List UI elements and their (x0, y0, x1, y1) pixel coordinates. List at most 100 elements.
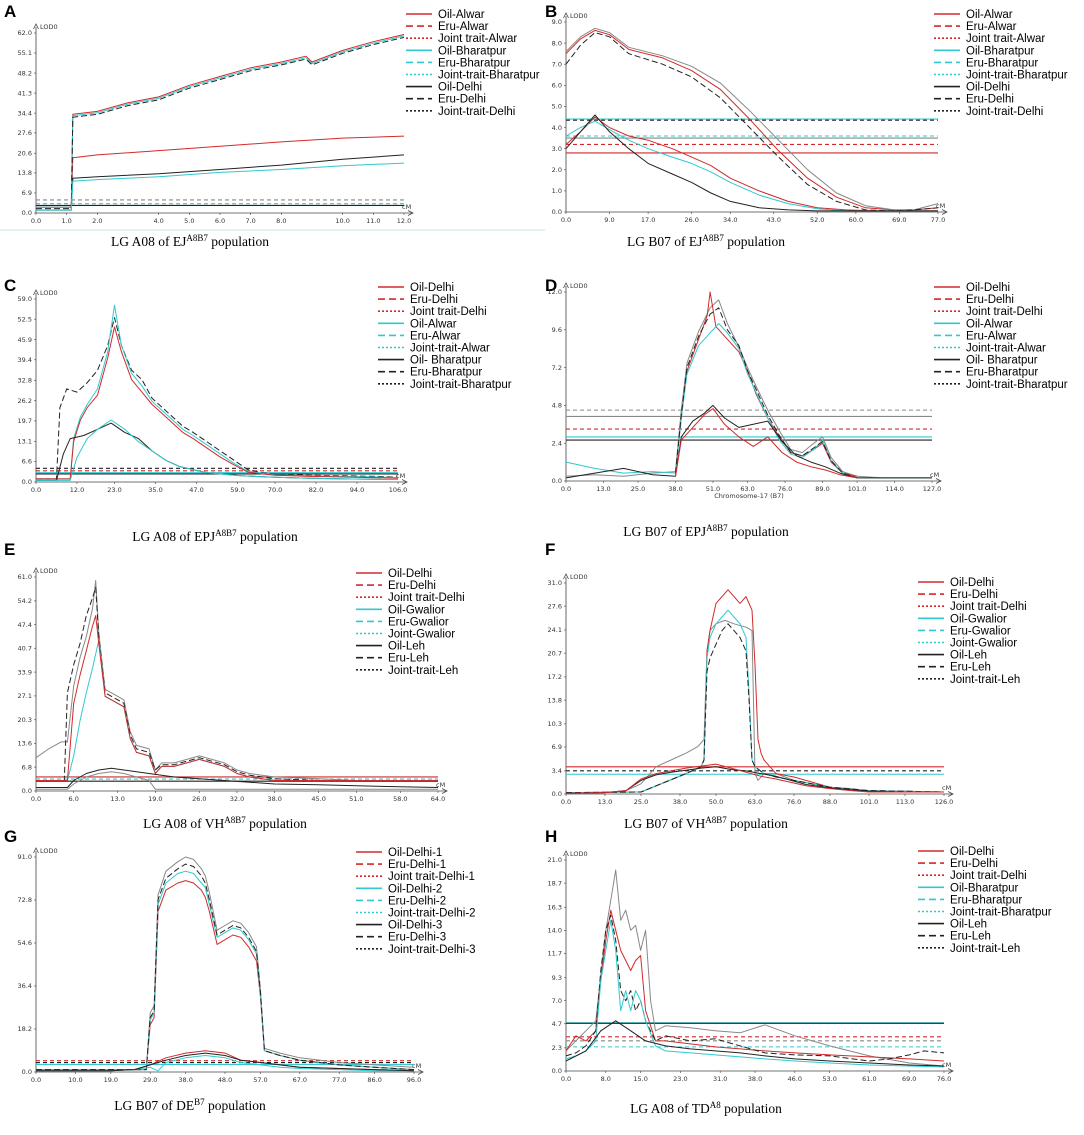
series-line (565, 323, 932, 479)
panel-caption: LG B07 of DEB7 population (114, 1097, 266, 1113)
x-tick-label: 88.0 (823, 798, 837, 806)
x-tick-label: 25.0 (634, 798, 648, 806)
series-line (675, 408, 858, 479)
x-tick-label: 7.0 (245, 217, 255, 225)
x-tick-label: 69.0 (892, 216, 906, 224)
x-tick-label: 13.0 (596, 485, 610, 493)
y-tick-label: 8.0 (552, 39, 562, 47)
y-tick-label: 4.7 (552, 1020, 562, 1028)
series-line (565, 299, 932, 479)
x-tick-label: 43.0 (766, 216, 780, 224)
x-tick-label: 10.0 (68, 1076, 82, 1084)
y-tick-label: 11.7 (548, 950, 562, 958)
x-tick-label: 6.0 (215, 217, 225, 225)
x-tick-label: 51.0 (706, 485, 720, 493)
legend-label: Oil-Leh (388, 641, 425, 653)
series-line (36, 326, 399, 480)
series-line (36, 36, 405, 210)
panel-b: B LOD0 cM 0.0 1.0 2.0 3.0 4.0 5.0 6.0 7.0 8.0 9.0 0.0… (545, 2, 1068, 249)
series-line (36, 304, 399, 480)
panel-caption: LG A08 of EJA8B7 population (111, 233, 269, 249)
x-tick-label: 0.0 (31, 217, 41, 225)
x-tick-label: 19.0 (104, 1076, 118, 1084)
series-line (565, 869, 945, 1067)
legend-label: Oil-Bharatpur (438, 45, 507, 57)
x-tick-label: 76.0 (937, 1075, 951, 1083)
x-tick-label: 9.0 (604, 216, 614, 224)
y-tick-label: 13.8 (18, 169, 32, 177)
panel-d: D LOD0 cM 0.0 2.4 4.8 7.2 9.6 12.0 0.0 13.0 25.0 38.… (545, 276, 1068, 539)
x-tick-label: 12.0 (397, 217, 411, 225)
legend-label: Oil-Bharatpur (950, 882, 1019, 894)
x-tick-label: 25.0 (631, 485, 645, 493)
y-tick-label: 36.4 (18, 982, 32, 990)
y-axis-label: LOD0 (40, 23, 58, 31)
legend-label: Joint trait-Delhi-1 (388, 871, 475, 883)
y-tick-label: 4.8 (552, 402, 562, 410)
legend-label: Oil- Bharatpur (966, 355, 1038, 367)
x-tick-label: 63.0 (748, 798, 762, 806)
series-line (36, 35, 405, 208)
y-tick-label: 13.1 (18, 438, 32, 446)
x-tick-label: 23.0 (107, 486, 121, 494)
x-tick-label: 4.0 (153, 217, 163, 225)
x-tick-label: 0.0 (31, 795, 41, 803)
y-tick-label: 59.0 (18, 295, 32, 303)
panel-caption: LG A08 of VHA8B7 population (143, 815, 307, 831)
y-tick-label: 10.3 (548, 720, 562, 728)
x-tick-label: 0.0 (561, 1075, 571, 1083)
legend-label: Joint trait-Delhi (388, 592, 465, 604)
series-line (36, 615, 438, 781)
y-tick-label: 34.4 (18, 109, 32, 117)
y-axis-arrow (33, 23, 39, 30)
y-tick-label: 6.9 (22, 189, 32, 197)
y-tick-label: 0.0 (22, 787, 32, 795)
x-tick-label: 126.0 (935, 798, 954, 806)
legend-label: Oil-Delhi (950, 846, 994, 858)
legend-label: Oil- Bharatpur (410, 355, 482, 367)
y-tick-label: 54.6 (18, 939, 32, 947)
legend-label: Eru-Alwar (966, 21, 1017, 33)
y-tick-label: 0.0 (22, 478, 32, 486)
legend-label: Eru-Delhi (950, 858, 998, 870)
legend-label: Joint-trait-Delhi-2 (388, 908, 476, 920)
y-tick-label: 61.0 (18, 573, 32, 581)
legend-label: Oil-Alwar (410, 318, 457, 330)
y-tick-label: 1.0 (552, 187, 562, 195)
y-axis-arrow (563, 850, 569, 857)
y-axis-label: LOD0 (40, 567, 58, 575)
x-tick-label: 89.0 (815, 485, 829, 493)
panel-h: H LOD0 cM 0.0 2.3 4.7 7.0 9.3 11.7 14.0 16.3 18.7 21… (545, 827, 1052, 1116)
y-tick-label: 7.2 (552, 364, 562, 372)
series-line (565, 114, 938, 212)
panel-e: E LOD0 cM 0.0 6.8 13.6 20.3 27.1 33.9 40.7 47.4 54.… (4, 540, 465, 831)
series-line (675, 307, 858, 479)
panel-caption: LG A08 of EPJA8B7 population (132, 528, 298, 544)
x-axis-arrow (401, 479, 408, 485)
x-tick-label: 96.0 (407, 1076, 421, 1084)
y-tick-label: 3.0 (552, 145, 562, 153)
series-line (36, 154, 405, 211)
panel-letter: A (4, 2, 16, 21)
y-tick-label: 31.0 (548, 579, 562, 587)
x-axis-label: cM (930, 471, 939, 479)
legend-label: Joint-trait-Bharatpur (966, 70, 1068, 82)
x-tick-label: 38.0 (267, 795, 281, 803)
series-line (36, 880, 415, 1071)
legend-label: Oil-Delhi-3 (388, 920, 442, 932)
y-tick-label: 0.0 (22, 1068, 32, 1076)
x-tick-label: 17.0 (641, 216, 655, 224)
x-tick-label: 58.0 (393, 795, 407, 803)
x-tick-label: 76.0 (787, 798, 801, 806)
series-line (565, 763, 944, 794)
panel-caption: LG B07 of EJA8B7 population (627, 233, 785, 249)
series-line (675, 291, 858, 477)
x-tick-label: 106.0 (389, 486, 408, 494)
x-tick-label: 11.0 (366, 217, 380, 225)
x-axis-arrow (935, 478, 942, 484)
y-axis-label: LOD0 (40, 289, 58, 297)
series-line (565, 120, 938, 212)
x-tick-label: 59.0 (230, 486, 244, 494)
x-axis-label: cM (402, 203, 411, 211)
x-tick-label: 0.0 (31, 1076, 41, 1084)
